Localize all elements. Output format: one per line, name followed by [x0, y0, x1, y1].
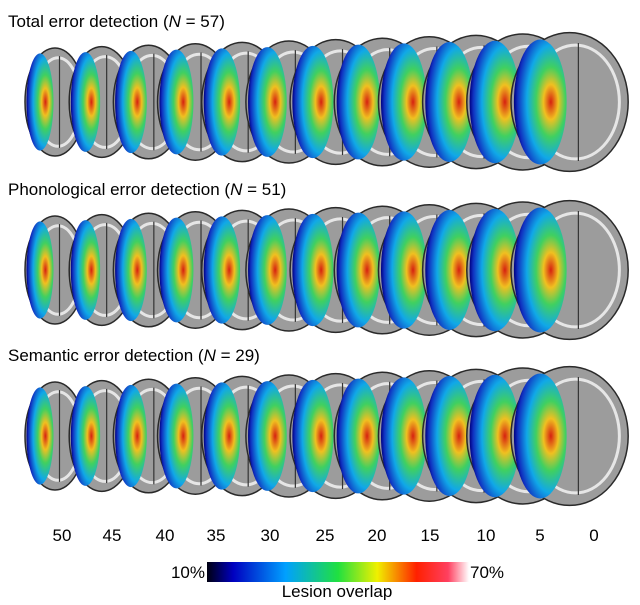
lesion [115, 218, 147, 322]
lesion [469, 374, 520, 498]
title-part: = 29) [216, 346, 260, 365]
brain-slice [510, 365, 629, 507]
lesion [70, 52, 101, 152]
lesion [425, 210, 474, 330]
title-part: N [230, 180, 243, 199]
title-part: N [169, 12, 182, 31]
lesion [292, 379, 334, 493]
slice-label: 5 [535, 526, 544, 545]
slice-label: 15 [421, 526, 440, 545]
panel-title: Phonological error detection (N = 51) [8, 180, 286, 199]
slice-label: 35 [207, 526, 226, 545]
lesion [425, 42, 474, 162]
panel-title: Semantic error detection (N = 29) [8, 346, 260, 365]
slice-label: 45 [103, 526, 122, 545]
slice-labels: 50 45 40 35 30 25 20 15 10 5 0 [53, 526, 599, 545]
title-part: N [204, 346, 217, 365]
slice-label: 10 [477, 526, 496, 545]
lesion [70, 386, 101, 486]
lesion [26, 221, 54, 319]
lesion [336, 44, 381, 160]
lesion [513, 373, 567, 499]
lesion [203, 216, 241, 324]
title-part: Semantic error detection ( [8, 346, 204, 365]
lesion [336, 378, 381, 494]
colorbar-max: 70% [470, 563, 504, 582]
brain-slice [510, 31, 629, 173]
lesion [70, 220, 101, 320]
lesion [115, 50, 147, 154]
colorbar-title: Lesion overlap [282, 582, 393, 600]
slice-label: 50 [53, 526, 72, 545]
brain-slice [510, 199, 629, 341]
panels: Total error detection (N = 57)Phonologic… [8, 12, 629, 507]
lesion [115, 384, 147, 488]
slice-label: 40 [156, 526, 175, 545]
title-part: Total error detection ( [8, 12, 169, 31]
lesion [248, 215, 287, 325]
lesion [513, 207, 567, 333]
lesion [248, 47, 287, 157]
title-part: = 51) [242, 180, 286, 199]
lesion [425, 376, 474, 496]
lesion [203, 48, 241, 156]
lesion [292, 213, 334, 327]
colorbar [207, 562, 469, 582]
panel: Total error detection (N = 57) [8, 12, 629, 173]
lesion [159, 383, 194, 489]
lesion [203, 382, 241, 490]
lesion [469, 40, 520, 164]
slice-label: 30 [261, 526, 280, 545]
lesion [26, 387, 54, 485]
title-part: = 57) [181, 12, 225, 31]
lesion [26, 53, 54, 151]
lesion [159, 49, 194, 155]
lesion [469, 208, 520, 332]
lesion [380, 43, 427, 161]
lesion [159, 217, 194, 323]
panel-title: Total error detection (N = 57) [8, 12, 225, 31]
panel: Phonological error detection (N = 51) [8, 180, 629, 341]
slice-label: 20 [368, 526, 387, 545]
panel: Semantic error detection (N = 29) [8, 346, 629, 507]
brain-slice [24, 215, 86, 325]
lesion [336, 212, 381, 328]
title-part: Phonological error detection ( [8, 180, 230, 199]
slice-label: 25 [316, 526, 335, 545]
lesion [292, 45, 334, 159]
colorbar-min: 10% [171, 563, 205, 582]
lesion [248, 381, 287, 491]
lesion [380, 377, 427, 495]
lesion [513, 39, 567, 165]
lesion [380, 211, 427, 329]
slice-label: 0 [589, 526, 598, 545]
brain-slice [24, 47, 86, 157]
